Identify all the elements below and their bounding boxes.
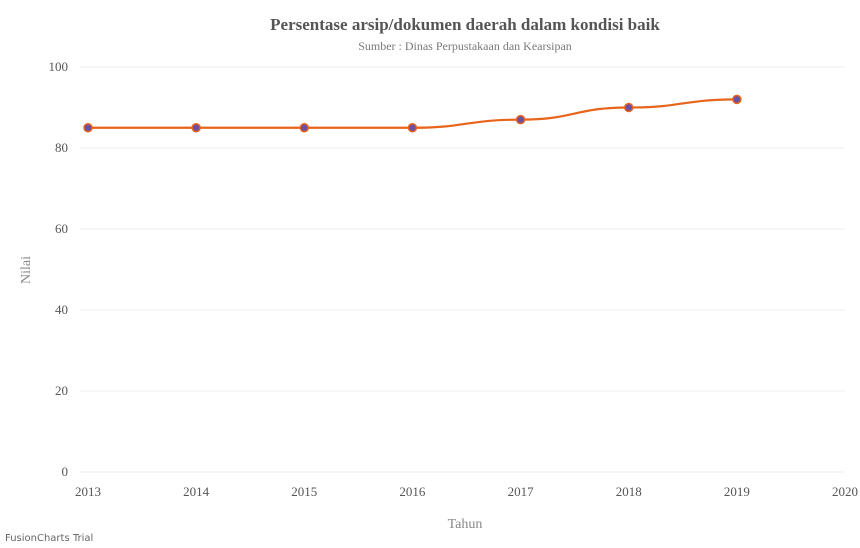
data-point-2014[interactable] — [191, 123, 201, 133]
x-axis-title: Tahun — [448, 517, 483, 532]
chart-title: Persentase arsip/dokumen daerah dalam ko… — [270, 15, 660, 34]
x-tick-label: 2013 — [75, 484, 101, 499]
y-tick-label: 100 — [49, 59, 69, 74]
y-tick-label: 40 — [55, 302, 68, 317]
y-tick-label: 60 — [55, 221, 68, 236]
x-axis-ticks: 2013 2014 2015 2016 2017 2018 2019 2020 — [75, 484, 858, 499]
watermark: FusionCharts Trial — [5, 533, 93, 544]
x-tick-label: 2015 — [291, 484, 317, 499]
x-tick-label: 2014 — [183, 484, 210, 499]
y-tick-label: 0 — [62, 464, 69, 479]
data-point-2019[interactable] — [732, 94, 742, 105]
x-tick-label: 2016 — [399, 484, 426, 499]
y-axis-ticks: 0 20 40 60 80 100 — [49, 59, 69, 479]
data-point-2018[interactable] — [623, 102, 634, 113]
data-point-2013[interactable] — [83, 123, 93, 133]
gridlines — [80, 66, 845, 473]
x-tick-label: 2020 — [832, 484, 858, 499]
chart-subtitle: Sumber : Dinas Perpustakaan dan Kearsipa… — [358, 39, 572, 53]
data-point-2015[interactable] — [299, 123, 310, 133]
y-tick-label: 80 — [55, 140, 68, 155]
x-tick-label: 2019 — [724, 484, 750, 499]
y-axis-title: Nilai — [19, 256, 34, 284]
x-tick-label: 2017 — [508, 484, 535, 499]
series-group — [83, 94, 742, 133]
y-tick-label: 20 — [55, 383, 68, 398]
data-point-2017[interactable] — [515, 114, 526, 125]
data-point-2016[interactable] — [407, 123, 418, 133]
x-tick-label: 2018 — [616, 484, 642, 499]
